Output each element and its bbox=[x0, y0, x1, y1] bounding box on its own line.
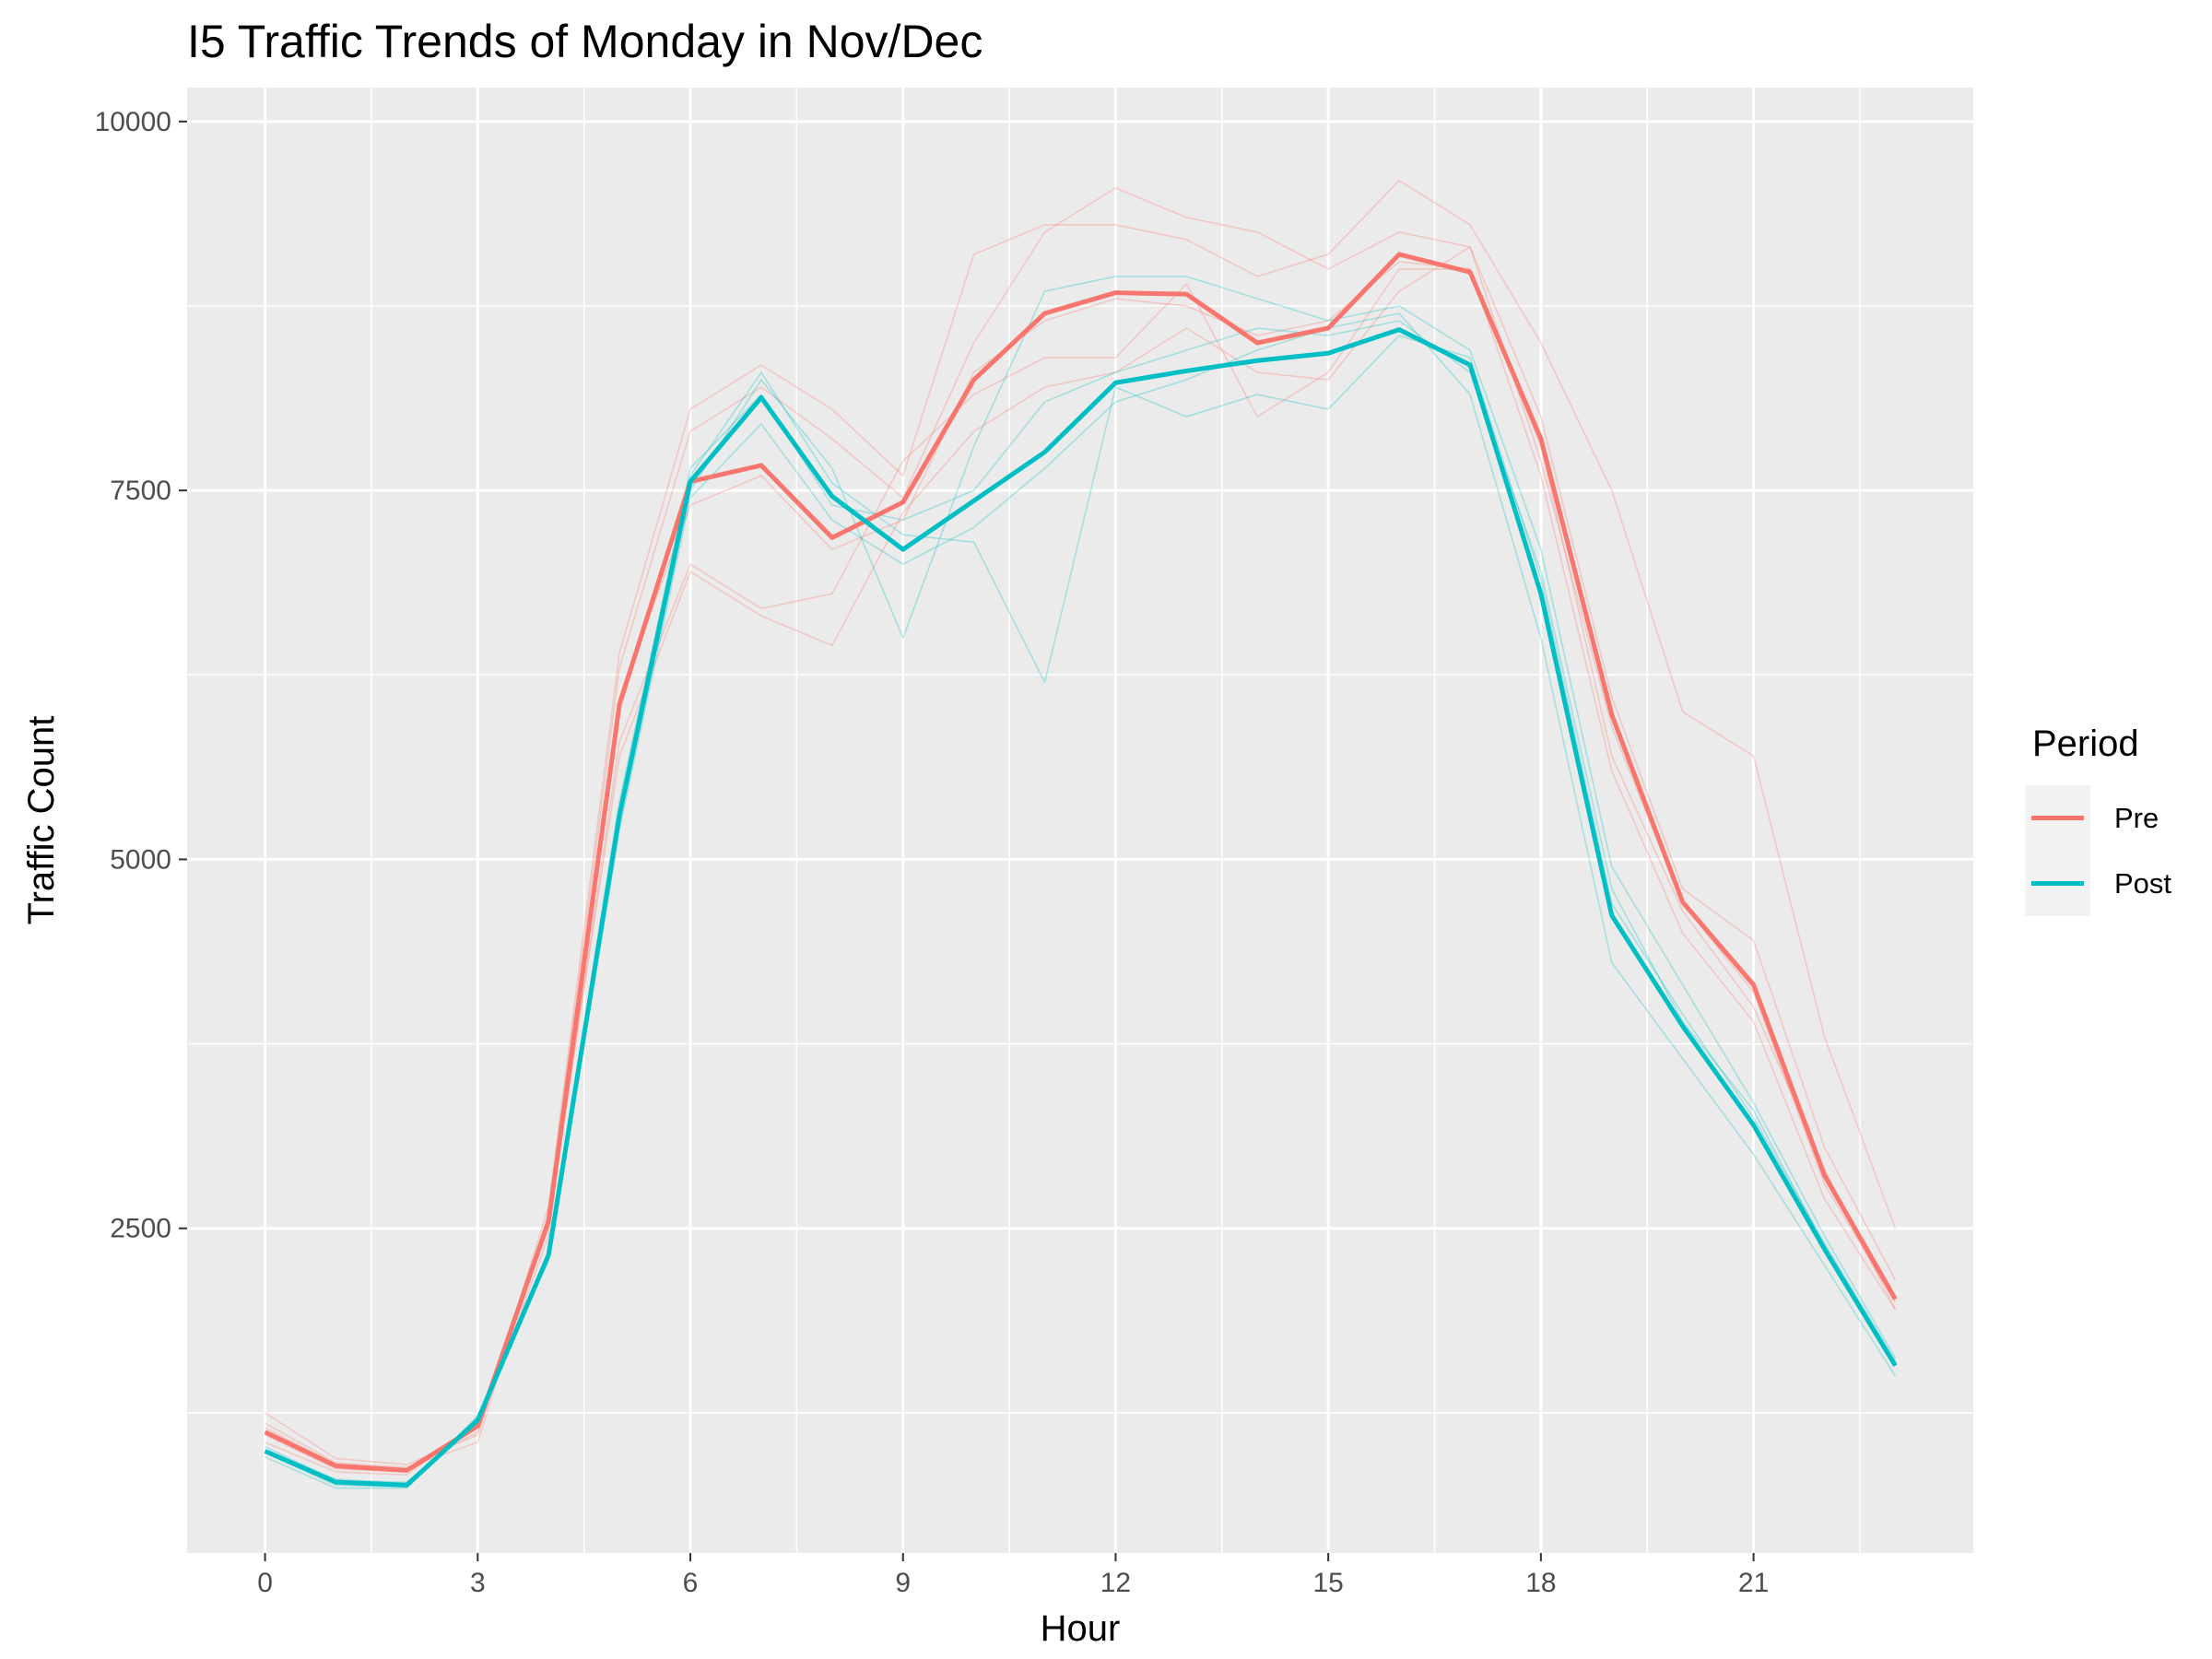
x-tick-label: 3 bbox=[470, 1568, 486, 1598]
x-tick-label: 15 bbox=[1312, 1568, 1343, 1598]
mean-series bbox=[264, 252, 1898, 1488]
y-axis: 2500 5000 7500 10000 bbox=[95, 107, 187, 1244]
plot-panel bbox=[187, 88, 1973, 1553]
legend: Period Pre Post bbox=[2025, 724, 2171, 916]
x-tick-label: 21 bbox=[1738, 1568, 1769, 1598]
y-axis-title: Traffic Count bbox=[21, 716, 62, 925]
series-line-post bbox=[264, 327, 1898, 1488]
y-tick-label: 2500 bbox=[110, 1214, 171, 1244]
x-tick-label: 9 bbox=[895, 1568, 911, 1598]
x-axis-title: Hour bbox=[1041, 1608, 1121, 1649]
y-tick-label: 7500 bbox=[110, 476, 171, 506]
chart-title: I5 Traffic Trends of Monday in Nov/Dec bbox=[187, 16, 982, 67]
minor-gridlines bbox=[187, 88, 1973, 1553]
y-tick-label: 10000 bbox=[95, 107, 171, 137]
legend-title: Period bbox=[2032, 724, 2139, 764]
trace-line-pre bbox=[265, 261, 1897, 1470]
y-tick-label: 5000 bbox=[110, 844, 171, 875]
x-tick-label: 0 bbox=[257, 1568, 273, 1598]
x-tick-label: 12 bbox=[1100, 1568, 1131, 1598]
x-axis: 0 3 6 9 12 15 18 21 bbox=[257, 1553, 1769, 1598]
major-gridlines bbox=[187, 88, 1973, 1553]
series-line-pre bbox=[264, 252, 1898, 1473]
legend-label-post: Post bbox=[2114, 867, 2171, 900]
legend-label-pre: Pre bbox=[2114, 802, 2159, 834]
x-tick-label: 18 bbox=[1525, 1568, 1556, 1598]
x-tick-label: 6 bbox=[683, 1568, 699, 1598]
trace-line-pre bbox=[265, 180, 1897, 1465]
